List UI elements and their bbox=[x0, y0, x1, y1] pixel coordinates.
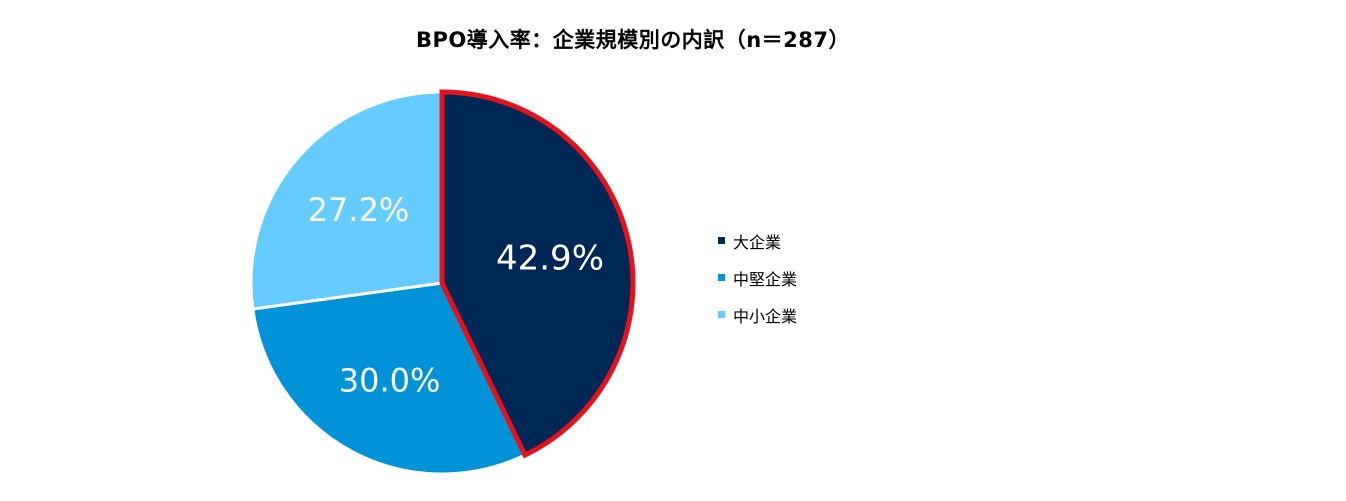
slice-label-small: 27.2% bbox=[308, 191, 410, 229]
legend-swatch-small bbox=[718, 311, 725, 318]
highlight-outline-layer bbox=[439, 89, 636, 459]
slice-label-large: 42.9% bbox=[496, 238, 604, 278]
legend-swatch-midsize bbox=[718, 274, 725, 281]
legend-item-small: 中小企業 bbox=[718, 296, 797, 333]
legend-swatch-large bbox=[718, 237, 725, 244]
legend: 大企業 中堅企業 中小企業 bbox=[718, 222, 797, 333]
legend-label-midsize: 中堅企業 bbox=[733, 269, 798, 289]
chart-title: BPO導入率：企業規模別の内訳（n＝287） bbox=[415, 28, 851, 52]
slice-label-midsize: 30.0% bbox=[339, 362, 441, 400]
legend-item-midsize: 中堅企業 bbox=[718, 259, 797, 296]
pie-slice-midsize bbox=[251, 281, 527, 476]
legend-item-large: 大企業 bbox=[718, 222, 797, 259]
slice-labels: 42.9% 30.0% 27.2% bbox=[308, 191, 604, 399]
highlight-outline bbox=[439, 89, 636, 459]
legend-label-small: 中小企業 bbox=[733, 306, 798, 326]
legend-label-large: 大企業 bbox=[733, 232, 782, 252]
pie-slice-small bbox=[249, 90, 444, 311]
